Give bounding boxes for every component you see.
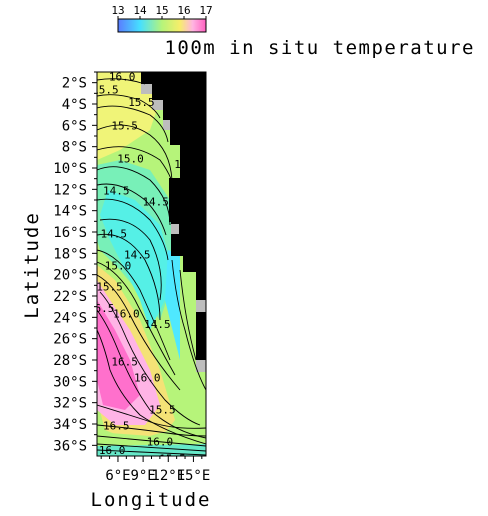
contour-label: 14.5 [142,195,169,208]
y-tick-label: 20°S [53,268,87,284]
x-tick-label: 15°E [177,468,211,484]
contour-labels: 16.015.515.515.515.0 15.014.514.514.514.5… [88,71,201,465]
contour-label: 16.0 [113,307,140,320]
zone-cyan-east [165,250,180,360]
land-mask [141,72,206,360]
x-tick-label: 6°E [105,468,130,484]
contour-label: 14.5 [103,185,130,198]
zone-south-teal [97,444,206,456]
x-tick-label: 12°E [151,468,185,484]
y-tick-label: 26°S [53,332,87,348]
colorbar-tick-label: 16 [177,4,190,17]
contour-label: 15.5 [111,120,138,133]
zone-cyan [100,190,170,330]
colorbar-ticks: 13 14 15 16 17 [111,4,213,19]
contour-label: 16.5 [103,419,130,432]
contour-label: 15.5 [149,403,176,416]
x-axis-title: Longitude [91,489,212,511]
y-axis-title: Latitude [21,211,43,319]
contour-label: 15.5 [128,96,155,109]
contour-label: 16.5 [88,302,115,315]
chart-title: 100m in situ temperature [164,37,475,59]
contour-label: 15.0 [174,158,201,171]
y-tick-label: 16°S [53,225,87,241]
y-tick-label: 34°S [53,417,87,433]
y-tick-label: 36°S [53,438,87,454]
contour-label: 15.0 [117,153,144,166]
y-tick-label: 18°S [53,246,87,262]
y-tick-label: 10°S [53,161,87,177]
y-tick-label: 14°S [53,204,87,220]
contour-label: 15.5 [159,452,186,465]
colorbar-tick-label: 14 [133,4,147,17]
y-tick-label: 12°S [53,182,87,198]
heatmap-field: 16.015.515.515.515.0 15.014.514.514.514.5… [88,71,206,465]
y-tick-label: 4°S [62,97,87,113]
contour-label: 14.5 [144,318,171,331]
y-tick-label: 30°S [53,374,87,390]
contour-label: 16.0 [147,435,174,448]
colorbar-tick-label: 15 [155,4,168,17]
contour-label: 16.5 [111,355,138,368]
y-axis: 2°S 4°S 6°S 8°S 10°S 12°S 14°S 16°S 18°S 20°S 22°S… [53,71,97,454]
contour-label: 14.5 [101,227,128,240]
missing-cells [141,84,206,372]
y-tick-label: 28°S [53,353,87,369]
contour-label: 15.5 [96,281,123,294]
colorbar-tick-label: 13 [111,4,124,17]
contour-label: 16.0 [134,371,161,384]
colorbar [117,18,207,33]
contour-label: 14.5 [124,249,151,262]
y-tick-label: 2°S [62,76,87,92]
contour-lines [97,78,206,456]
y-tick-label: 8°S [62,140,87,156]
x-tick-label: 9°E [130,468,155,484]
y-tick-label: 6°S [62,118,87,134]
y-tick-label: 22°S [53,289,87,305]
contour-label: 16.0 [99,444,126,457]
colorbar-tick-label: 17 [199,4,212,17]
contour-label: 16.0 [109,71,136,84]
y-tick-label: 32°S [53,396,87,412]
y-tick-label: 24°S [53,310,87,326]
contour-label: 15.5 [92,83,119,96]
x-axis: 6°E 9°E12°E15°E [100,456,211,484]
contour-label: 15.0 [105,259,132,272]
